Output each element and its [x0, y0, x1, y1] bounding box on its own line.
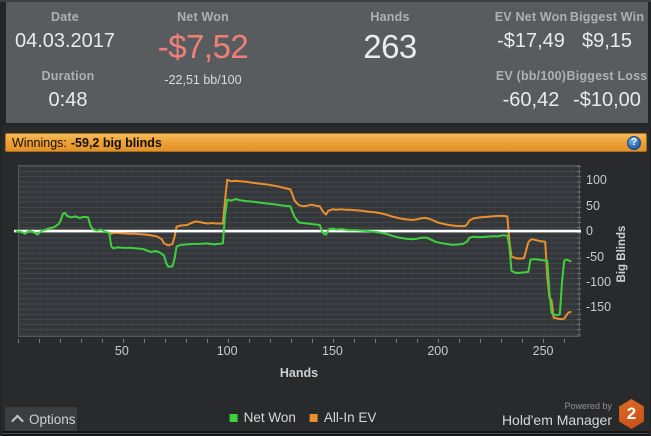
y-tick-label: -50	[586, 249, 605, 264]
stat-label: EV (bb/100)	[495, 69, 567, 83]
legend-label: Net Won	[243, 410, 296, 425]
y-tick-label: -150	[586, 300, 612, 315]
legend-swatch-icon	[229, 413, 238, 422]
options-button[interactable]: Options	[5, 407, 77, 431]
stat-ev-bb100: EV (bb/100) -60,42	[496, 69, 566, 112]
stat-value: -60,42	[502, 89, 560, 111]
stat-label: Hands	[370, 10, 410, 24]
x-tick-label: 150	[322, 344, 343, 358]
x-tick-label: 250	[532, 344, 554, 358]
legend-item: Net Won	[229, 410, 296, 425]
stat-value: -$17,49	[497, 30, 565, 52]
stat-value: $9,15	[581, 30, 633, 52]
stat-value: 04.03.2017	[14, 30, 116, 52]
x-tick-label: 200	[427, 344, 449, 358]
legend-swatch-icon	[309, 413, 318, 422]
chart-legend: Net Won All-In EV	[229, 410, 377, 425]
y-axis-tick-marks	[577, 166, 581, 337]
brand-name-label: Hold'em Manager	[501, 411, 612, 428]
stat-label: Duration	[41, 69, 95, 83]
stat-hands: Hands 263	[363, 10, 417, 66]
net-won-bb100: -22,51 bb/100	[164, 73, 242, 87]
y-tick-label: -100	[586, 275, 612, 290]
y-tick-label: 50	[586, 198, 600, 213]
stat-label: Date	[51, 10, 79, 24]
legend-label: All-In EV	[323, 410, 377, 425]
x-tick-label: 50	[114, 344, 129, 358]
branding-text: Powered by Hold'em Manager	[502, 401, 612, 428]
stat-label: Net Won	[177, 10, 229, 24]
stat-biggest-loss: Biggest Loss -$10,00	[567, 69, 648, 112]
stat-label: EV Net Won	[494, 10, 568, 24]
stat-biggest-win: Biggest Win $9,15	[570, 10, 644, 53]
legend-item: All-In EV	[309, 410, 377, 425]
stat-value: -$10,00	[573, 89, 641, 111]
chart-plot-area	[18, 165, 580, 337]
stat-label: Biggest Win	[569, 10, 645, 24]
window-top-edge	[0, 0, 651, 2]
hands-value: 263	[363, 28, 417, 65]
bottom-bar: Options Net Won All-In EV Powered by Hold…	[2, 399, 649, 431]
chevron-up-icon	[11, 414, 24, 427]
stat-date: Date 04.03.2017	[15, 10, 115, 53]
net-won-value: -$7,52	[157, 28, 249, 65]
stat-value: 0:48	[48, 89, 88, 111]
net-won-line	[15, 198, 572, 317]
help-icon[interactable]: ?	[627, 136, 641, 150]
session-stats-panel: Date 04.03.2017 Duration 0:48 Net Won -$…	[6, 2, 648, 123]
stat-duration: Duration 0:48	[42, 69, 95, 112]
hm2-badge-icon: 2	[619, 399, 644, 429]
branding: Powered by Hold'em Manager 2	[502, 399, 645, 429]
chart-series-svg	[14, 178, 581, 321]
winnings-prefix: Winnings:	[12, 135, 67, 150]
x-axis-tick-marks	[18, 339, 580, 343]
powered-by-label: Powered by	[564, 400, 612, 411]
y-tick-label: 100	[586, 173, 607, 188]
all-in-ev-line	[15, 178, 572, 321]
y-axis-title: Big Blinds	[616, 225, 628, 283]
stat-net-won: Net Won -$7,52 -22,51 bb/100	[158, 10, 249, 87]
winnings-text: Winnings: -59,2 big blinds	[12, 136, 162, 150]
x-tick-label: 100	[216, 344, 238, 358]
winnings-header-bar[interactable]: Winnings: -59,2 big blinds ?	[5, 133, 647, 152]
stat-label: Biggest Loss	[566, 69, 648, 83]
winnings-value: -59,2 big blinds	[70, 135, 162, 150]
y-tick-label: 0	[586, 224, 593, 239]
window-bottom-edge	[2, 431, 649, 436]
x-axis-title: Hands	[279, 366, 319, 380]
options-button-label: Options	[29, 411, 76, 427]
stat-ev-net-won: EV Net Won -$17,49	[495, 10, 568, 53]
